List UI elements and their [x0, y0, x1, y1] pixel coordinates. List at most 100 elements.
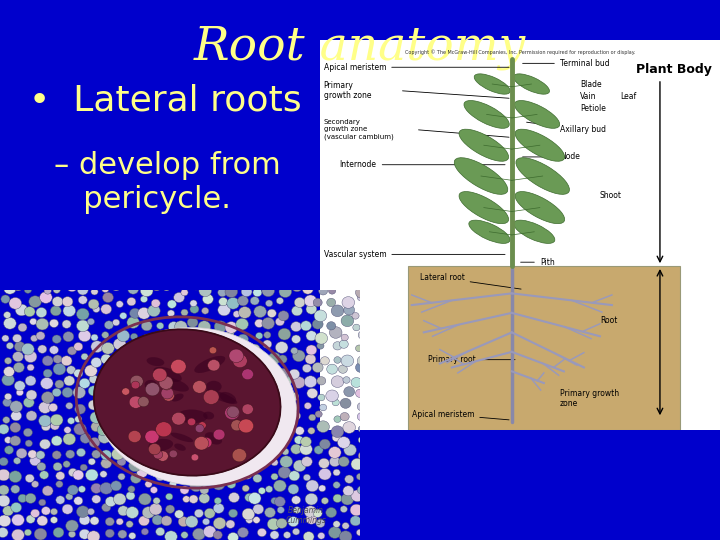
Circle shape — [229, 509, 238, 517]
Circle shape — [333, 469, 341, 476]
Circle shape — [278, 355, 287, 363]
Circle shape — [306, 331, 317, 341]
Circle shape — [10, 401, 22, 413]
Circle shape — [130, 445, 143, 457]
Circle shape — [78, 330, 91, 342]
Circle shape — [25, 376, 36, 386]
Circle shape — [318, 485, 325, 491]
Circle shape — [194, 509, 204, 517]
Circle shape — [219, 298, 228, 306]
Circle shape — [198, 376, 211, 388]
Circle shape — [331, 376, 344, 388]
Circle shape — [89, 299, 99, 309]
Circle shape — [210, 386, 223, 397]
Circle shape — [291, 444, 302, 454]
Circle shape — [268, 353, 281, 364]
Circle shape — [162, 345, 173, 355]
Circle shape — [341, 334, 348, 341]
Circle shape — [130, 440, 138, 448]
Circle shape — [81, 353, 89, 360]
Circle shape — [66, 402, 73, 409]
Circle shape — [128, 284, 139, 294]
Circle shape — [301, 321, 311, 331]
Circle shape — [76, 448, 86, 457]
Circle shape — [327, 322, 336, 330]
Circle shape — [187, 418, 196, 426]
Circle shape — [199, 422, 206, 429]
Circle shape — [50, 508, 58, 515]
Circle shape — [291, 322, 302, 332]
Ellipse shape — [194, 356, 225, 373]
Circle shape — [253, 474, 262, 483]
Circle shape — [148, 443, 161, 455]
Circle shape — [289, 471, 300, 481]
Circle shape — [100, 483, 112, 494]
Circle shape — [251, 296, 259, 305]
Circle shape — [176, 382, 184, 390]
Circle shape — [313, 298, 323, 307]
Ellipse shape — [160, 377, 189, 392]
Circle shape — [216, 359, 223, 365]
Circle shape — [97, 424, 110, 436]
Circle shape — [23, 397, 35, 408]
Circle shape — [229, 349, 243, 362]
Circle shape — [295, 427, 304, 435]
Circle shape — [101, 458, 112, 468]
Circle shape — [308, 428, 315, 434]
Ellipse shape — [147, 357, 164, 366]
Ellipse shape — [96, 327, 297, 486]
Circle shape — [301, 437, 311, 447]
Circle shape — [248, 492, 261, 504]
Circle shape — [114, 339, 126, 350]
Circle shape — [205, 437, 216, 447]
Circle shape — [320, 439, 330, 449]
Circle shape — [68, 531, 76, 537]
Circle shape — [13, 352, 23, 362]
Circle shape — [227, 406, 239, 417]
Circle shape — [292, 496, 301, 504]
Circle shape — [228, 467, 240, 478]
Circle shape — [159, 376, 173, 389]
Circle shape — [64, 376, 75, 386]
Circle shape — [312, 319, 323, 329]
Circle shape — [305, 354, 316, 364]
Circle shape — [39, 415, 51, 427]
Circle shape — [253, 288, 262, 296]
Circle shape — [312, 362, 323, 373]
Circle shape — [304, 506, 317, 517]
Circle shape — [190, 343, 202, 355]
Circle shape — [356, 474, 364, 480]
Circle shape — [238, 307, 251, 318]
Circle shape — [202, 307, 209, 314]
Circle shape — [141, 321, 152, 331]
Circle shape — [36, 307, 47, 318]
Circle shape — [63, 433, 76, 445]
Circle shape — [183, 496, 190, 503]
Circle shape — [267, 309, 276, 318]
Circle shape — [50, 422, 60, 430]
Circle shape — [359, 426, 366, 433]
Circle shape — [288, 484, 299, 494]
Circle shape — [25, 494, 36, 503]
Circle shape — [0, 457, 8, 466]
Circle shape — [343, 486, 354, 496]
Circle shape — [111, 416, 122, 426]
Circle shape — [351, 458, 364, 470]
Circle shape — [357, 294, 364, 301]
Circle shape — [55, 380, 64, 388]
Circle shape — [229, 359, 236, 366]
Circle shape — [266, 451, 277, 461]
Circle shape — [87, 508, 94, 515]
Circle shape — [152, 282, 161, 291]
Circle shape — [201, 437, 212, 448]
Circle shape — [318, 394, 325, 401]
Ellipse shape — [148, 439, 173, 451]
Circle shape — [115, 400, 126, 410]
Circle shape — [276, 298, 284, 304]
Circle shape — [338, 457, 349, 467]
Circle shape — [61, 356, 72, 366]
Circle shape — [102, 293, 114, 302]
Circle shape — [215, 439, 222, 446]
Circle shape — [344, 305, 354, 315]
Circle shape — [267, 518, 280, 530]
